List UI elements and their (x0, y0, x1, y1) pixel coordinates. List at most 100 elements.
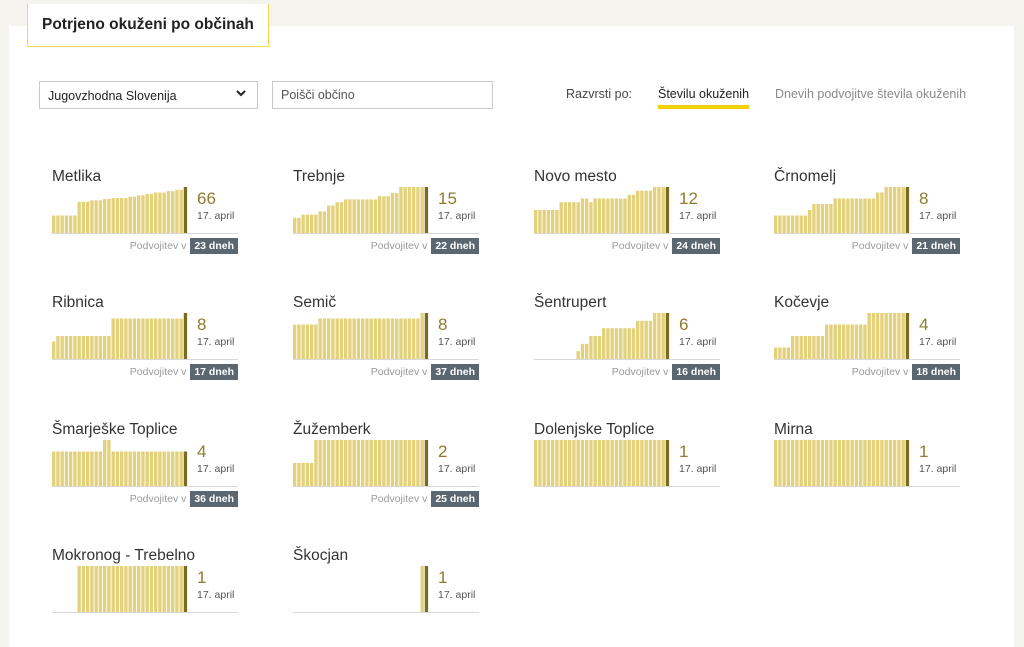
trend-bar (863, 198, 867, 233)
trend-bar (593, 198, 597, 233)
trend-bar (808, 440, 812, 486)
trend-bar (322, 211, 327, 233)
sort-by-count-tab[interactable]: Številu okuženih (658, 87, 750, 109)
trend-bar (301, 214, 305, 233)
trend-bar (863, 324, 867, 359)
trend-bar (786, 347, 791, 359)
trend-bar (305, 463, 310, 486)
chart-baseline (293, 359, 479, 360)
doubling-badge: 36 dneh (190, 491, 238, 507)
trend-bar (610, 198, 614, 233)
trend-bar (137, 318, 141, 359)
trend-bar (107, 198, 111, 233)
trend-bar (141, 566, 145, 612)
trend-bar (795, 440, 799, 486)
infected-count: 12 (679, 189, 698, 208)
trend-bar (648, 320, 653, 359)
trend-bar (871, 440, 876, 486)
trend-bar (407, 440, 412, 486)
doubling-info: Podvojitev v 18 dneh (774, 364, 960, 380)
trend-bar (183, 566, 188, 612)
trend-bar (555, 440, 559, 486)
trend-bar (378, 440, 382, 486)
trend-bar (124, 318, 128, 359)
trend-bar (301, 463, 305, 486)
count-date: 17. april (438, 589, 476, 601)
trend-bar (803, 215, 808, 233)
trend-bar (390, 192, 395, 233)
trend-bar (103, 198, 107, 233)
trend-bar-chart (420, 566, 429, 612)
trend-bar (305, 214, 310, 233)
trend-bar (344, 318, 348, 359)
trend-bar (56, 215, 60, 233)
trend-bar (597, 198, 602, 233)
trend-bar (395, 318, 399, 359)
trend-bar (390, 440, 395, 486)
trend-bar (162, 566, 166, 612)
trend-bar (778, 440, 782, 486)
trend-bar (395, 192, 399, 233)
search-input[interactable] (272, 81, 493, 109)
trend-bar (293, 324, 297, 359)
trend-bar (171, 191, 175, 233)
region-select[interactable]: Jugovzhodna Slovenija (39, 81, 258, 109)
trend-bar (77, 451, 81, 486)
trend-bar (154, 192, 158, 233)
trend-bar (86, 566, 90, 612)
trend-bar (846, 440, 850, 486)
trend-bar-chart (52, 313, 188, 359)
trend-bar (175, 318, 179, 359)
chart-baseline (52, 359, 238, 360)
municipality-name: Šmarješke Toplice (52, 421, 178, 438)
doubling-info: Podvojitev v 23 dneh (52, 238, 238, 254)
trend-bar (803, 440, 808, 486)
trend-bar (799, 215, 803, 233)
trend-bar (386, 196, 390, 233)
trend-bar (77, 201, 81, 233)
trend-bar (559, 440, 563, 486)
trend-bar-chart (774, 187, 910, 233)
trend-bar (314, 324, 318, 359)
trend-bar (829, 440, 833, 486)
sort-by-doubling-tab[interactable]: Dnevih podvojitve števila okuženih (775, 87, 967, 101)
doubling-label: Podvojitev v (851, 240, 909, 252)
municipality-name: Šentrupert (534, 294, 607, 311)
trend-bar (850, 198, 854, 233)
trend-bar (318, 318, 322, 359)
trend-bar (369, 318, 373, 359)
trend-bar (585, 198, 589, 233)
infected-count: 2 (438, 442, 448, 461)
trend-bar (310, 214, 314, 233)
chart-baseline (52, 612, 238, 613)
trend-bar (846, 324, 850, 359)
trend-bar (778, 215, 782, 233)
trend-bar (627, 194, 631, 233)
trend-bar (327, 440, 331, 486)
doubling-badge: 18 dneh (912, 364, 960, 380)
trend-bar-chart (293, 187, 429, 233)
trend-bar (619, 198, 623, 233)
trend-bar (657, 313, 661, 359)
chart-baseline (534, 359, 720, 360)
trend-bar (593, 336, 597, 359)
trend-bar (318, 211, 322, 233)
trend-bar-chart (52, 187, 188, 233)
trend-bar (73, 451, 77, 486)
trend-bar (141, 195, 145, 233)
count-date: 17. april (438, 463, 476, 475)
trend-bar (803, 336, 808, 359)
trend-bar (636, 320, 640, 359)
doubling-info: Podvojitev v 16 dneh (534, 364, 720, 380)
trend-bar (297, 463, 301, 486)
doubling-info: Podvojitev v 25 dneh (293, 491, 479, 507)
trend-bar (52, 341, 56, 359)
municipality-name: Metlika (52, 168, 102, 185)
trend-bar (90, 566, 94, 612)
trend-bar (386, 440, 390, 486)
municipality-card: Mokronog - Trebelno 1 17. april (52, 547, 272, 647)
doubling-info: Podvojitev v 21 dneh (774, 238, 960, 254)
trend-bar (378, 196, 382, 233)
trend-bar (867, 440, 871, 486)
trend-bar (905, 313, 910, 359)
